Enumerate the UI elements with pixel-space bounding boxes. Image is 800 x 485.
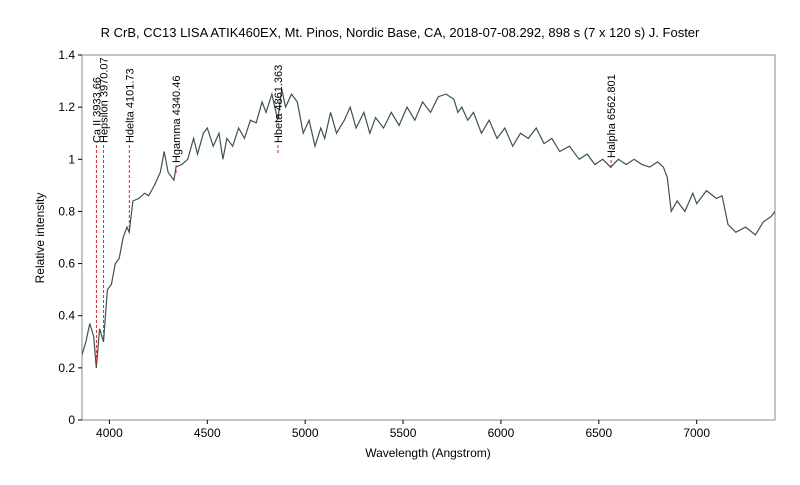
x-tick-label: 4500 xyxy=(194,426,221,440)
x-axis-label: Wavelength (Angstrom) xyxy=(365,446,491,460)
annotation-label: Halpha 6562.801 xyxy=(606,74,618,158)
y-axis-label: Relative intensity xyxy=(33,193,47,284)
spectrum-line xyxy=(82,88,775,368)
y-tick-label: 0.2 xyxy=(58,361,75,375)
y-tick-label: 0.8 xyxy=(58,204,75,218)
y-tick-label: 0 xyxy=(68,413,75,427)
annotation-label: Hdelta 4101.73 xyxy=(124,68,136,143)
annotation-label: Ca II 3933.66 xyxy=(91,77,103,143)
plot-area xyxy=(81,54,776,421)
x-tick-label: 6500 xyxy=(585,426,612,440)
annotation-label: Hgamma 4340.46 xyxy=(171,76,183,163)
annotation-label: Hepsilon 3970.07 xyxy=(99,57,111,143)
chart-title: R CrB, CC13 LISA ATIK460EX, Mt. Pinos, N… xyxy=(101,25,700,40)
x-tick-label: 7000 xyxy=(683,426,710,440)
y-tick-label: 1 xyxy=(68,152,75,166)
y-tick-label: 0.6 xyxy=(58,257,75,271)
y-tick-label: 1.4 xyxy=(58,48,75,62)
x-tick-label: 4000 xyxy=(96,426,123,440)
x-tick-label: 5500 xyxy=(390,426,417,440)
x-tick-label: 5000 xyxy=(292,426,319,440)
y-tick-label: 0.4 xyxy=(58,309,75,323)
y-tick-label: 1.2 xyxy=(58,100,75,114)
annotation-label: Hbeta 4861.363 xyxy=(273,65,285,143)
x-tick-label: 6000 xyxy=(488,426,515,440)
